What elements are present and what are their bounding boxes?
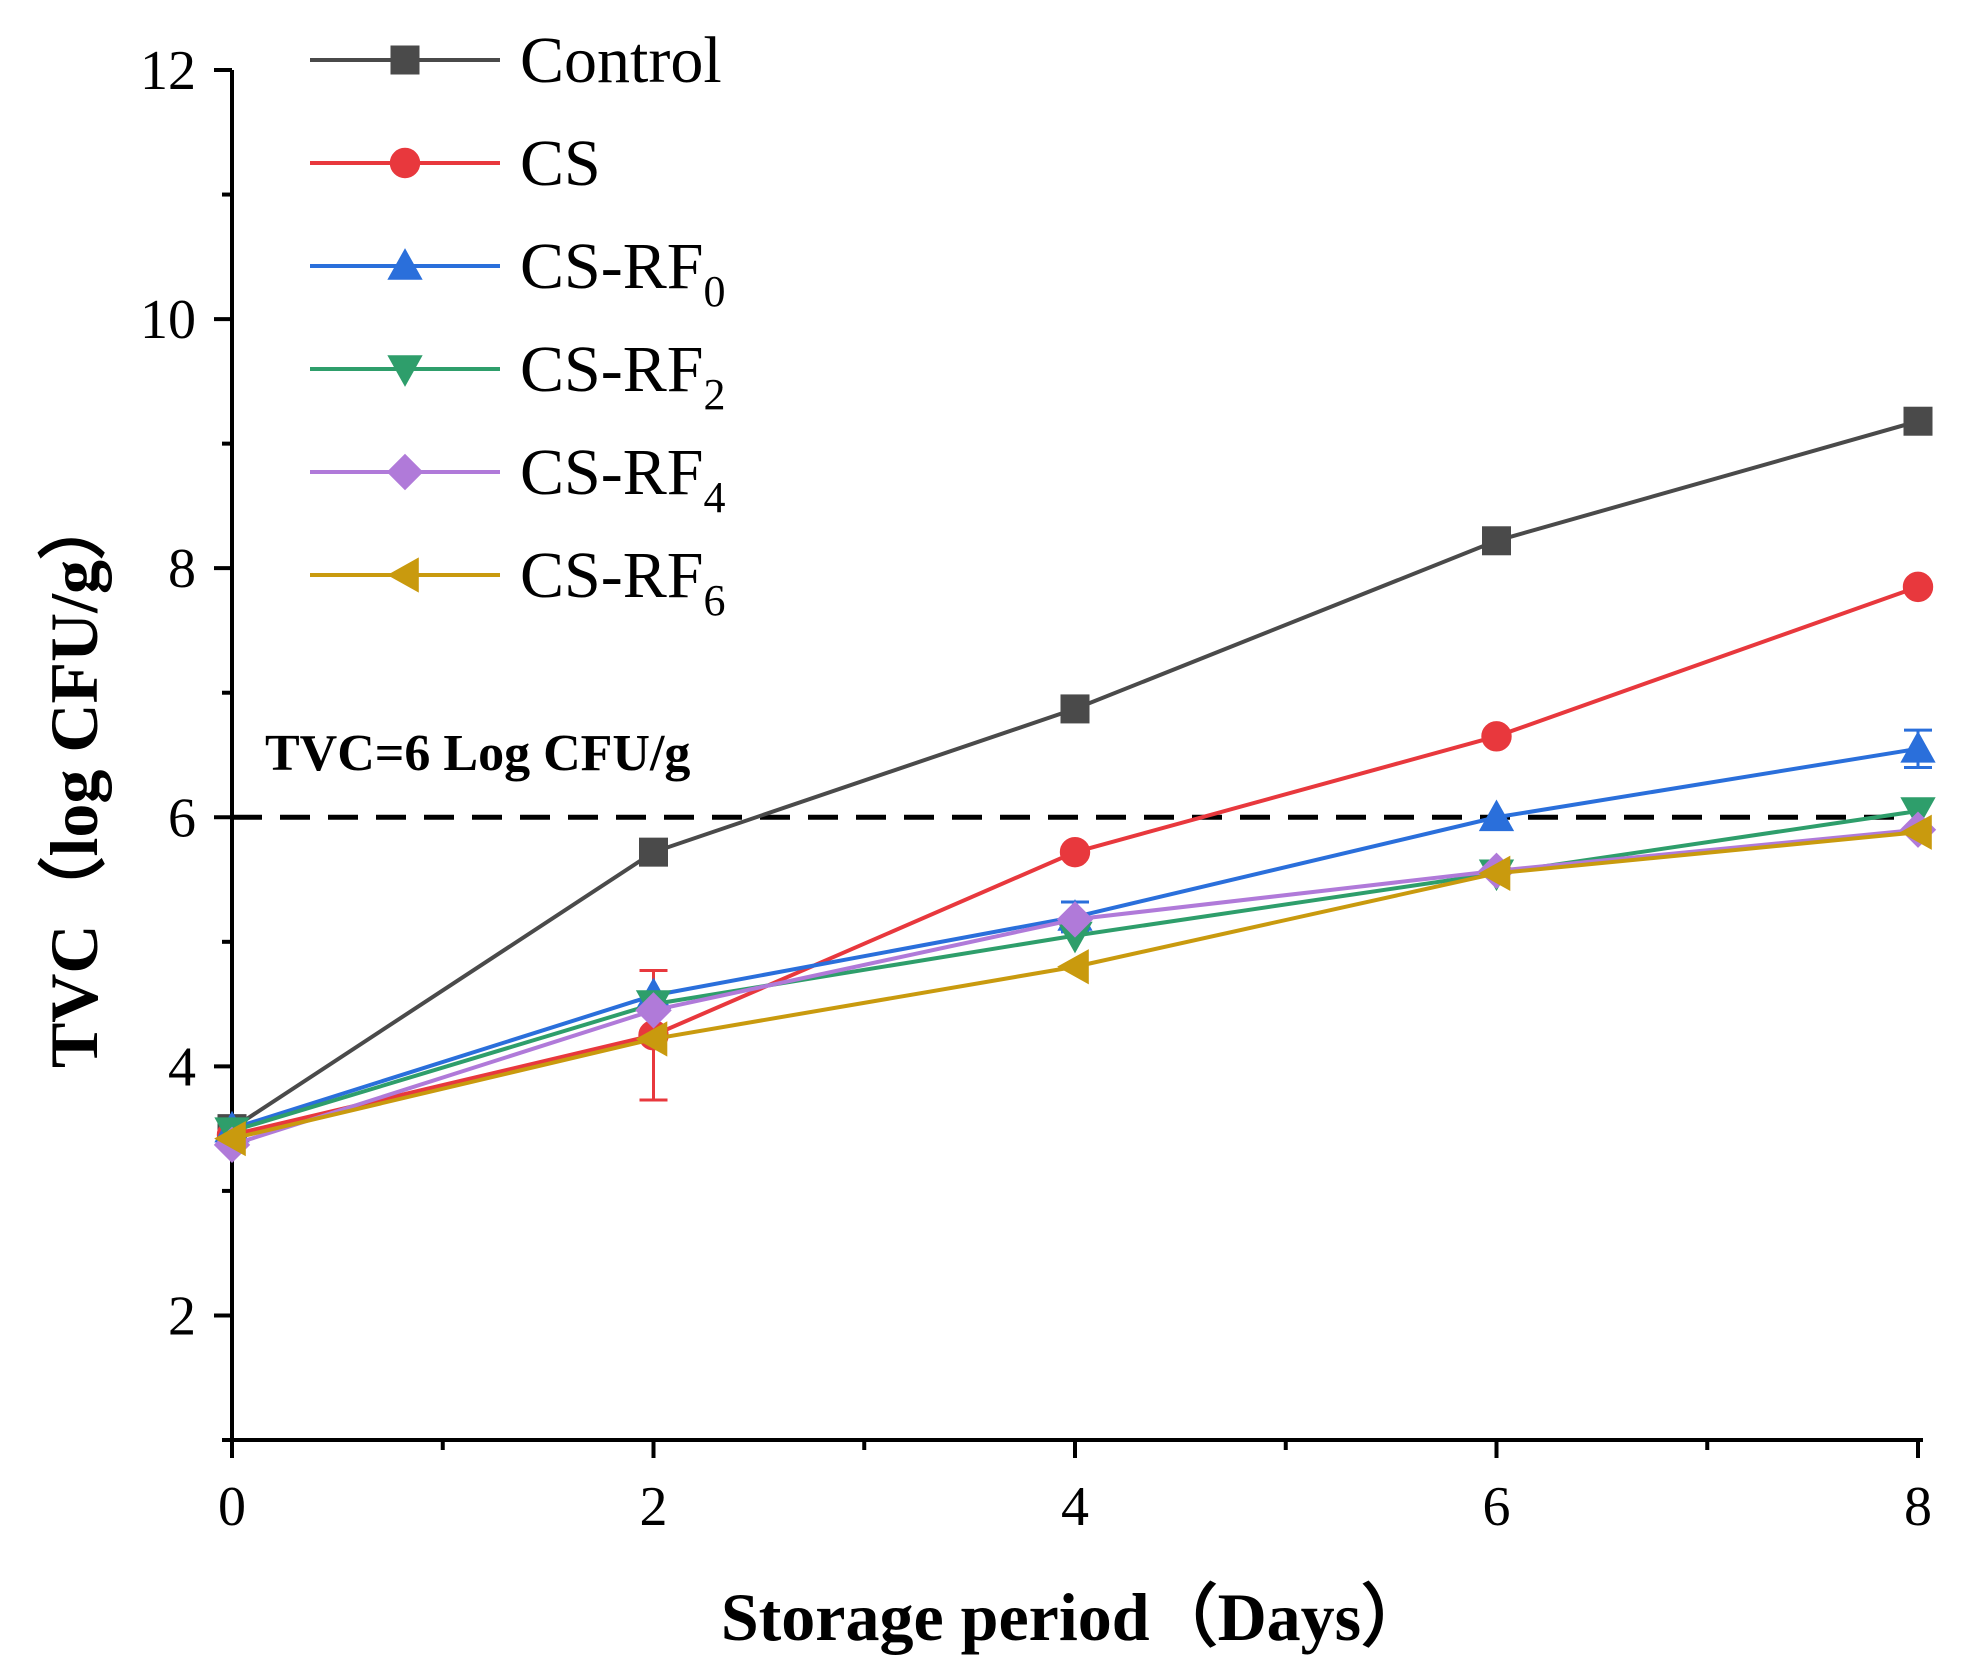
x-tick-label: 4 (1061, 1476, 1089, 1538)
legend-label: CS-RF0 (520, 230, 725, 316)
legend-label: CS-RF4 (520, 436, 725, 522)
y-axis-title: TVC（log CFU/g） (36, 492, 112, 1068)
y-tick-label: 2 (168, 1285, 196, 1347)
data-point (387, 355, 423, 387)
data-point (635, 992, 672, 1029)
series-layer (213, 406, 1937, 1164)
y-tick-label: 6 (168, 787, 196, 849)
x-tick-label: 0 (218, 1476, 246, 1538)
data-point (1902, 571, 1934, 603)
y-tick-label: 8 (168, 538, 196, 600)
legend-item-cs-rf6: CS-RF6 (310, 539, 725, 625)
data-point (1057, 949, 1089, 985)
legend-label: CS (520, 127, 601, 200)
data-point (1481, 721, 1512, 752)
legend-item-cs: CS (310, 127, 601, 200)
x-tick-label: 2 (640, 1476, 668, 1538)
legend-label: CS-RF6 (520, 539, 725, 625)
data-point (387, 557, 419, 593)
x-tick-label: 8 (1904, 1476, 1932, 1538)
data-point (1900, 730, 1936, 763)
data-point (639, 837, 668, 867)
x-axis-title: Storage period（Days） (721, 1579, 1429, 1655)
data-point (1900, 814, 1932, 850)
data-point (1482, 526, 1511, 556)
reference-line-group: TVC=6 Log CFU/g (232, 725, 1923, 820)
data-point (1478, 855, 1511, 891)
data-point (1903, 406, 1933, 436)
legend-label: CS-RF2 (520, 333, 725, 419)
series-cs (216, 571, 1934, 1151)
legend-item-control: Control (310, 24, 722, 97)
legend-item-cs-rf2: CS-RF2 (310, 333, 725, 419)
legend-item-cs-rf0: CS-RF0 (310, 230, 725, 316)
y-tick-label: 10 (140, 289, 196, 351)
legend-label: Control (520, 24, 722, 97)
data-point (635, 1021, 668, 1057)
data-point (386, 453, 424, 491)
ticks (214, 68, 1920, 1458)
legend-item-cs-rf4: CS-RF4 (310, 436, 725, 522)
data-point (1060, 694, 1090, 724)
data-point (1059, 836, 1091, 868)
series-line (231, 830, 1919, 1141)
y-tick-label: 4 (168, 1036, 196, 1098)
x-tick-label: 6 (1483, 1476, 1511, 1538)
tick-labels: 2 4 6 8 10 12 0 2 4 6 8 (140, 40, 1932, 1538)
legend: Control CS CS-RF0 CS-RF2 CS-RF4 CS-RF6 (310, 24, 725, 625)
data-point (389, 147, 421, 179)
y-tick-label: 12 (140, 40, 196, 102)
series-cs-rf6 (214, 814, 1932, 1157)
reference-line-label: TVC=6 Log CFU/g (265, 725, 690, 782)
data-point (1056, 901, 1094, 938)
data-point (390, 45, 420, 75)
series-line (231, 827, 1919, 1147)
data-point (1478, 799, 1515, 832)
data-point (214, 1120, 246, 1157)
data-point (387, 248, 423, 280)
